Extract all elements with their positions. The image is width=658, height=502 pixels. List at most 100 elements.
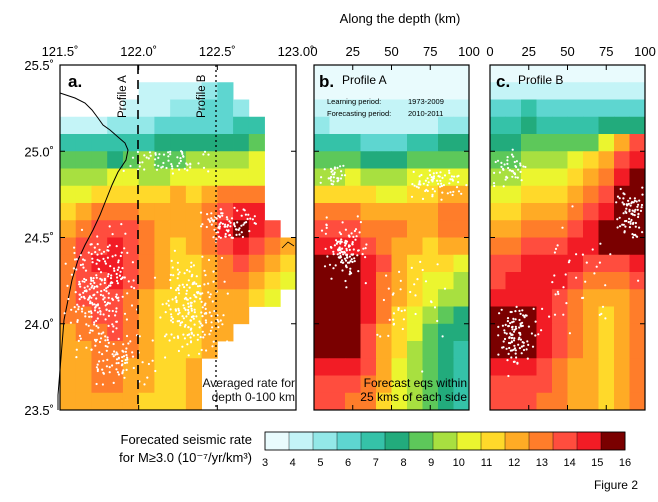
learning-period-value: 1973-2009 — [408, 97, 444, 106]
heatmap-cell — [567, 82, 584, 100]
heatmap-cell — [422, 220, 439, 238]
earthquake-dot — [115, 272, 118, 276]
earthquake-dot — [176, 164, 179, 168]
earthquake-dot — [492, 182, 496, 185]
earthquake-dot — [249, 217, 252, 220]
earthquake-dot — [336, 253, 339, 256]
earthquake-dot — [122, 369, 125, 372]
earthquake-dot — [106, 336, 109, 339]
heatmap-cell — [391, 237, 408, 256]
heatmap-cell — [314, 323, 330, 342]
earthquake-dot — [196, 285, 200, 288]
heatmap-cell — [329, 116, 346, 135]
earthquake-dot — [332, 180, 335, 183]
heatmap-cell — [185, 185, 202, 204]
earthquake-dot — [84, 315, 87, 318]
earthquake-dot — [89, 243, 92, 246]
earthquake-dot — [107, 314, 110, 317]
earthquake-dot — [116, 268, 119, 271]
heatmap-cell — [360, 306, 377, 325]
heatmap-cell — [314, 151, 330, 169]
earthquake-dot — [196, 333, 199, 336]
earthquake-dot — [502, 185, 505, 188]
heatmap-cell — [233, 254, 250, 273]
earthquake-dot — [96, 235, 99, 238]
earthquake-dot — [213, 228, 216, 231]
earthquake-dot — [108, 225, 111, 228]
earthquake-dot — [96, 291, 99, 294]
panel-b-profile-a: b. Profile A Learning period: 1973-2009 … — [310, 44, 480, 411]
earthquake-dot — [562, 313, 565, 316]
earthquake-dot — [633, 197, 637, 200]
earthquake-dot — [356, 254, 359, 257]
heatmap-cell — [201, 82, 218, 100]
earthquake-dot — [346, 261, 350, 264]
heatmap-cell — [75, 375, 92, 394]
earthquake-dot — [149, 154, 152, 157]
heatmap-cell — [583, 237, 599, 256]
earthquake-dot — [75, 348, 78, 351]
earthquake-dot — [116, 353, 119, 356]
earthquake-dot — [120, 251, 123, 254]
earthquake-dot — [638, 226, 641, 229]
earthquake-dot — [584, 280, 587, 283]
heatmap-cell — [107, 220, 124, 238]
heatmap-cell — [314, 358, 330, 376]
heatmap-cell — [391, 185, 408, 204]
earthquake-dot — [325, 226, 328, 229]
heatmap-cell — [201, 220, 218, 238]
earthquake-dot — [73, 306, 76, 309]
earthquake-dot — [501, 324, 504, 327]
earthquake-dot — [98, 360, 101, 363]
heatmap-cell — [345, 65, 361, 83]
earthquake-dot — [436, 179, 439, 182]
heatmap-cell — [75, 168, 92, 187]
earthquake-dot — [224, 235, 227, 238]
earthquake-dot — [637, 212, 640, 215]
earthquake-dot — [621, 201, 624, 204]
earthquake-dot — [204, 274, 207, 277]
earthquake-dot — [518, 309, 521, 312]
earthquake-dot — [349, 271, 352, 274]
colorbar-swatch — [408, 431, 434, 451]
heatmap-cell — [376, 99, 392, 118]
heatmap-cell — [422, 99, 439, 118]
heatmap-cell — [422, 375, 439, 394]
earthquake-dot — [200, 300, 203, 303]
heatmap-cell — [598, 237, 615, 256]
earthquake-dot — [515, 165, 518, 169]
heatmap-cell — [314, 203, 330, 221]
earthquake-dot — [521, 341, 524, 344]
earthquake-dot — [433, 306, 437, 309]
earthquake-dot — [622, 212, 625, 215]
earthquake-dot — [501, 346, 504, 349]
earthquake-dot — [210, 223, 213, 226]
earthquake-dot — [554, 247, 558, 250]
earthquake-dot — [122, 355, 126, 358]
heatmap-cell — [552, 375, 568, 394]
heatmap-cell — [122, 116, 140, 135]
heatmap-cell — [170, 306, 187, 325]
heatmap-cell — [248, 134, 265, 152]
earthquake-dot — [100, 278, 103, 281]
heatmap-cell — [360, 151, 377, 169]
earthquake-dot — [233, 206, 236, 209]
earthquake-dot — [125, 318, 128, 321]
earthquake-dot — [176, 261, 179, 264]
earthquake-dot — [506, 162, 509, 165]
earthquake-dot — [170, 163, 173, 166]
earthquake-dot — [503, 331, 506, 334]
earthquake-dot — [169, 278, 172, 282]
heatmap-cell — [154, 306, 171, 325]
earthquake-dot — [345, 240, 349, 243]
earthquake-dot — [330, 179, 333, 182]
earthquake-dot — [436, 263, 439, 266]
earthquake-dot — [189, 328, 192, 331]
earthquake-dot — [117, 259, 120, 262]
earthquake-dot — [115, 245, 118, 248]
heatmap-cell — [376, 375, 392, 394]
earthquake-dot — [90, 252, 93, 256]
earthquake-dot — [551, 281, 554, 284]
heatmap-cell — [376, 272, 392, 290]
earthquake-dot — [191, 273, 194, 276]
